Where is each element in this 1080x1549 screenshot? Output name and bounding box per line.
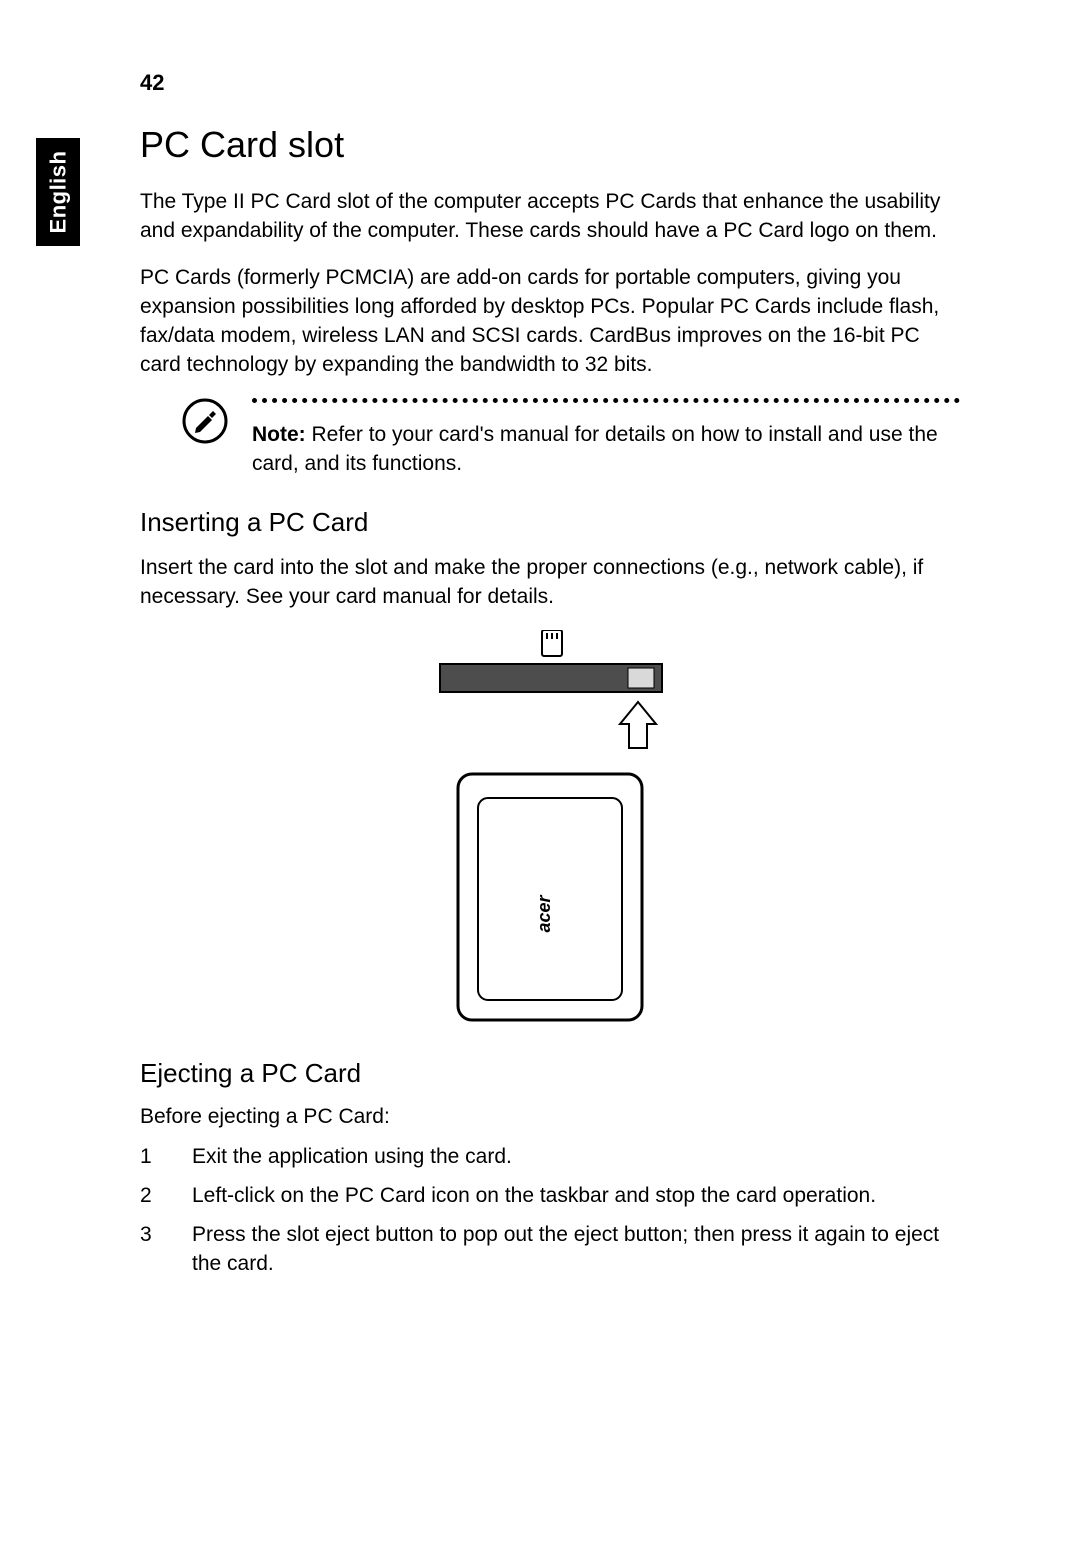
up-arrow-icon <box>620 702 656 748</box>
note-body: Refer to your card's manual for details … <box>252 423 938 475</box>
heading-inserting: Inserting a PC Card <box>140 507 960 538</box>
note-text: Note: Refer to your card's manual for de… <box>252 421 960 479</box>
manual-page: English 42 PC Card slot The Type II PC C… <box>0 0 1080 1549</box>
card-brand-label: acer <box>534 894 554 932</box>
note-block: Note: Refer to your card's manual for de… <box>182 398 960 479</box>
page-number: 42 <box>140 70 960 96</box>
step-text: Press the slot eject button to pop out t… <box>192 1221 960 1279</box>
heading-ejecting: Ejecting a PC Card <box>140 1058 960 1089</box>
step-number: 2 <box>140 1182 162 1211</box>
language-label: English <box>45 151 71 234</box>
step-text: Exit the application using the card. <box>192 1143 960 1172</box>
eject-intro: Before ejecting a PC Card: <box>140 1105 960 1129</box>
step-number: 3 <box>140 1221 162 1279</box>
writing-hand-icon <box>182 398 228 449</box>
eject-button-icon <box>542 630 562 656</box>
eject-steps-list: 1 Exit the application using the card. 2… <box>140 1143 960 1279</box>
paragraph-intro-2: PC Cards (formerly PCMCIA) are add-on ca… <box>140 264 960 380</box>
paragraph-insert: Insert the card into the slot and make t… <box>140 554 960 612</box>
card-slot <box>440 664 662 692</box>
note-label: Note: <box>252 423 306 446</box>
note-content: Note: Refer to your card's manual for de… <box>252 398 960 479</box>
list-item: 3 Press the slot eject button to pop out… <box>140 1221 960 1279</box>
list-item: 1 Exit the application using the card. <box>140 1143 960 1172</box>
heading-pc-card-slot: PC Card slot <box>140 124 960 166</box>
language-tab: English <box>36 138 80 246</box>
insert-diagram: acer <box>140 630 960 1030</box>
dotted-divider <box>252 398 960 403</box>
list-item: 2 Left-click on the PC Card icon on the … <box>140 1182 960 1211</box>
paragraph-intro-1: The Type II PC Card slot of the computer… <box>140 188 960 246</box>
step-text: Left-click on the PC Card icon on the ta… <box>192 1182 960 1211</box>
step-number: 1 <box>140 1143 162 1172</box>
pc-card: acer <box>458 774 642 1020</box>
